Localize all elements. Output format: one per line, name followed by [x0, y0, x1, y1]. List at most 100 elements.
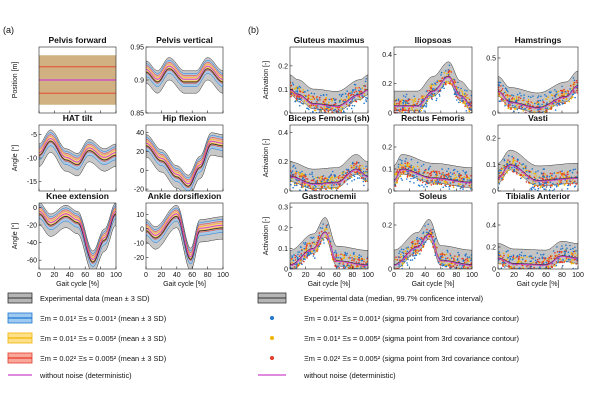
sigma-point-red	[566, 171, 569, 174]
sigma-point-yellow	[458, 182, 460, 185]
sigma-point-red	[432, 183, 435, 185]
sigma-point-red	[402, 166, 405, 169]
sigma-point-blue	[411, 259, 414, 261]
sigma-point-red	[333, 103, 336, 106]
sigma-point-blue	[316, 176, 319, 179]
sigma-point-yellow	[513, 98, 516, 101]
sigma-point-blue	[328, 98, 331, 101]
sigma-point-blue	[344, 253, 347, 255]
sigma-point-red	[290, 95, 292, 98]
sigma-point-yellow	[332, 179, 334, 181]
sigma-point-yellow	[309, 105, 312, 108]
sigma-point-yellow	[399, 253, 402, 256]
sigma-point-red	[426, 238, 429, 240]
sigma-point-yellow	[539, 186, 542, 189]
sigma-point-red	[530, 107, 532, 110]
sigma-point-yellow	[361, 165, 364, 167]
sigma-point-blue	[349, 257, 351, 259]
sigma-point-red	[365, 168, 368, 171]
sigma-point-red	[337, 108, 340, 111]
sigma-point-blue	[431, 180, 434, 183]
sigma-point-yellow	[297, 263, 300, 265]
sigma-point-blue	[342, 93, 344, 95]
sigma-point-blue	[300, 98, 302, 101]
sigma-point-red	[576, 260, 578, 262]
sigma-point-blue	[398, 265, 400, 267]
sigma-point-red	[298, 95, 300, 98]
sigma-point-blue	[346, 183, 349, 185]
sigma-point-yellow	[532, 182, 534, 184]
sigma-point-red	[511, 97, 514, 99]
sigma-point-red	[414, 243, 417, 245]
sigma-point-blue	[404, 165, 407, 168]
sigma-point-red	[529, 104, 531, 106]
sigma-point-blue	[290, 171, 293, 174]
sigma-point-red	[445, 83, 447, 86]
sigma-point-yellow	[503, 99, 506, 102]
sigma-point-blue	[506, 89, 508, 92]
sigma-point-red	[440, 183, 443, 186]
sigma-point-blue	[530, 265, 532, 268]
sigma-point-blue	[520, 107, 523, 110]
axes-box-ankle_dorsiflexion	[145, 202, 224, 270]
sigma-point-red	[508, 265, 510, 268]
sigma-point-blue	[315, 180, 318, 182]
sigma-point-yellow	[301, 172, 304, 175]
sigma-point-blue	[526, 177, 528, 180]
sigma-point-red	[406, 161, 409, 164]
sigma-point-red	[528, 170, 530, 172]
sigma-point-blue	[357, 161, 360, 164]
sigma-point-yellow	[568, 100, 570, 103]
sigma-point-blue	[347, 264, 350, 267]
sigma-point-yellow	[571, 87, 573, 90]
sigma-point-yellow	[429, 182, 431, 185]
sigma-point-blue	[565, 91, 567, 93]
sigma-point-yellow	[522, 110, 524, 112]
sigma-point-red	[509, 108, 512, 110]
sigma-point-yellow	[304, 184, 306, 186]
sigma-point-red	[325, 224, 328, 227]
sigma-point-yellow	[420, 109, 423, 112]
sigma-point-yellow	[318, 184, 320, 187]
sigma-point-blue	[567, 93, 569, 96]
sigma-point-red	[548, 256, 550, 259]
sigma-point-blue	[351, 163, 354, 165]
sigma-point-red	[320, 106, 322, 109]
panel-label-a: (a)	[3, 25, 14, 35]
sigma-point-yellow	[464, 94, 466, 96]
sigma-point-blue	[531, 186, 534, 189]
sigma-point-blue	[456, 93, 458, 96]
sigma-point-red	[312, 104, 315, 106]
sigma-point-blue	[536, 252, 539, 254]
sigma-point-red	[310, 179, 313, 182]
sigma-point-blue	[565, 249, 567, 251]
sigma-point-yellow	[356, 255, 359, 258]
sigma-point-blue	[352, 88, 354, 91]
legend-label-deterministic-right: without noise (deterministic)	[303, 371, 396, 380]
sigma-point-red	[503, 254, 505, 257]
sigma-point-yellow	[566, 179, 569, 181]
sigma-point-blue	[333, 251, 336, 254]
sigma-point-blue	[439, 255, 442, 258]
sigma-point-yellow	[461, 92, 464, 95]
sigma-point-blue	[446, 249, 449, 252]
sigma-point-blue	[314, 257, 316, 259]
sigma-point-red	[509, 104, 512, 106]
sigma-point-red	[407, 111, 410, 113]
sigma-point-blue	[414, 254, 416, 257]
sigma-point-blue	[364, 177, 367, 180]
sigma-point-blue	[406, 256, 409, 259]
sigma-point-blue	[448, 175, 451, 177]
y-tick-label: -10	[134, 241, 144, 248]
sigma-point-blue	[358, 254, 361, 256]
sigma-point-blue	[468, 256, 471, 259]
sigma-point-blue	[294, 184, 296, 187]
sigma-point-yellow	[447, 82, 450, 85]
sigma-point-red	[296, 182, 298, 185]
sigma-point-blue	[498, 254, 501, 256]
series-line-deterministic-vasti	[498, 164, 578, 182]
sigma-point-blue	[561, 91, 563, 94]
sigma-point-red	[315, 189, 317, 191]
sigma-point-blue	[319, 241, 322, 244]
sigma-point-red	[342, 266, 345, 269]
